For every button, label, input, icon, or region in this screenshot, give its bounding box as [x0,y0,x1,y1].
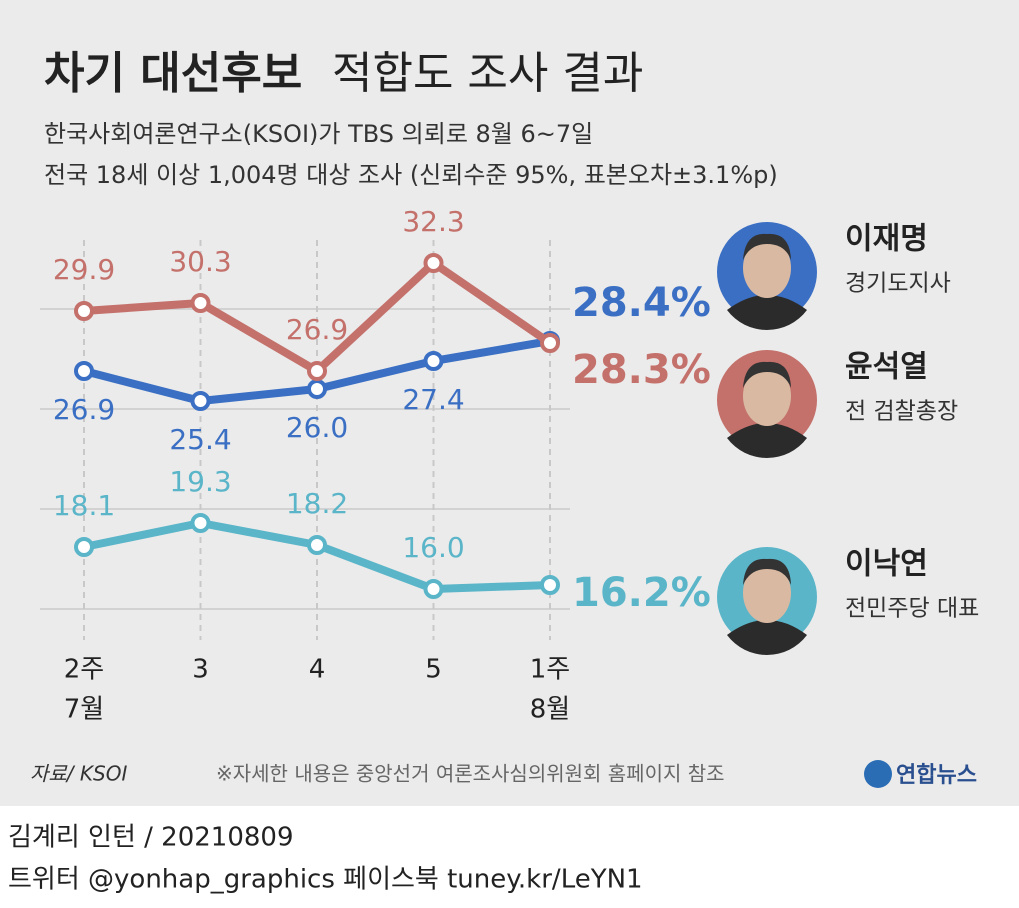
point [307,361,327,381]
value-label: 29.9 [53,253,115,286]
photo-hair [743,361,791,388]
point [423,253,444,273]
value-label: 18.2 [286,487,348,520]
point [190,391,211,411]
point [307,535,327,555]
value-label: 32.3 [402,205,464,238]
logo-icon [864,760,892,788]
x-tick-label: 4 [309,655,326,685]
title-bold: 차기 대선후보 [44,48,302,99]
x-tick-label: 1주 [530,655,570,685]
x-tick-label: 7월 [64,695,104,725]
photo-hair [743,558,791,585]
value-label: 30.3 [169,245,231,278]
photo-hair [743,233,791,260]
photo-face [743,563,791,623]
value-label: 26.9 [53,393,115,426]
credit: 김계리 인턴 / 20210809 [8,823,294,853]
x-tick-label: 5 [425,655,442,685]
x-tick-label: 2주 [64,655,104,685]
point [190,513,211,533]
point [423,579,444,599]
value-label: 26.0 [286,411,348,444]
point [540,575,560,595]
title-rest: 적합도 조사 결과 [332,48,643,99]
photo-suit [727,620,807,655]
value-label: 16.0 [402,531,464,564]
logo: 연합뉴스 [896,762,977,788]
note: ※자세한 내용은 중앙선거 여론조사심의위원회 홈페이지 참조 [216,762,725,786]
point [540,333,560,353]
background [0,0,1019,806]
subtitle: 전국 18세 이상 1,004명 대상 조사 (신뢰수준 95%, 표본오차±3… [44,161,778,189]
legend-role: 경기도지사 [845,271,951,297]
point [74,301,94,321]
value-label: 25.4 [169,423,231,456]
photo-suit [727,423,807,458]
legend-name: 이낙연 [845,547,928,582]
photo-face [743,238,791,298]
point [74,361,94,381]
value-label: 27.4 [402,383,464,416]
point [307,379,327,399]
value-label: 19.3 [169,465,231,498]
value-label-final: 16.2% [572,570,711,616]
links: 트위터 @yonhap_graphics 페이스북 tuney.kr/LeYN1 [8,865,643,895]
legend-name: 윤석열 [845,350,928,385]
photo-suit [727,295,807,330]
value-label: 18.1 [53,489,115,522]
point [74,537,94,557]
source: 자료/ KSOI [30,762,127,786]
value-label-final: 28.3% [572,347,711,393]
x-tick-label: 3 [192,655,209,685]
point [423,351,444,371]
x-tick-label: 8월 [530,695,570,725]
value-label-final: 28.4% [572,280,711,326]
photo-face [743,366,791,426]
legend-role: 전 검찰총장 [845,399,958,425]
value-label: 26.9 [286,313,348,346]
point [190,293,211,313]
subtitle: 한국사회여론연구소(KSOI)가 TBS 의뢰로 8월 6~7일 [44,120,593,148]
legend-role: 전민주당 대표 [845,596,979,622]
legend-name: 이재명 [845,222,928,257]
